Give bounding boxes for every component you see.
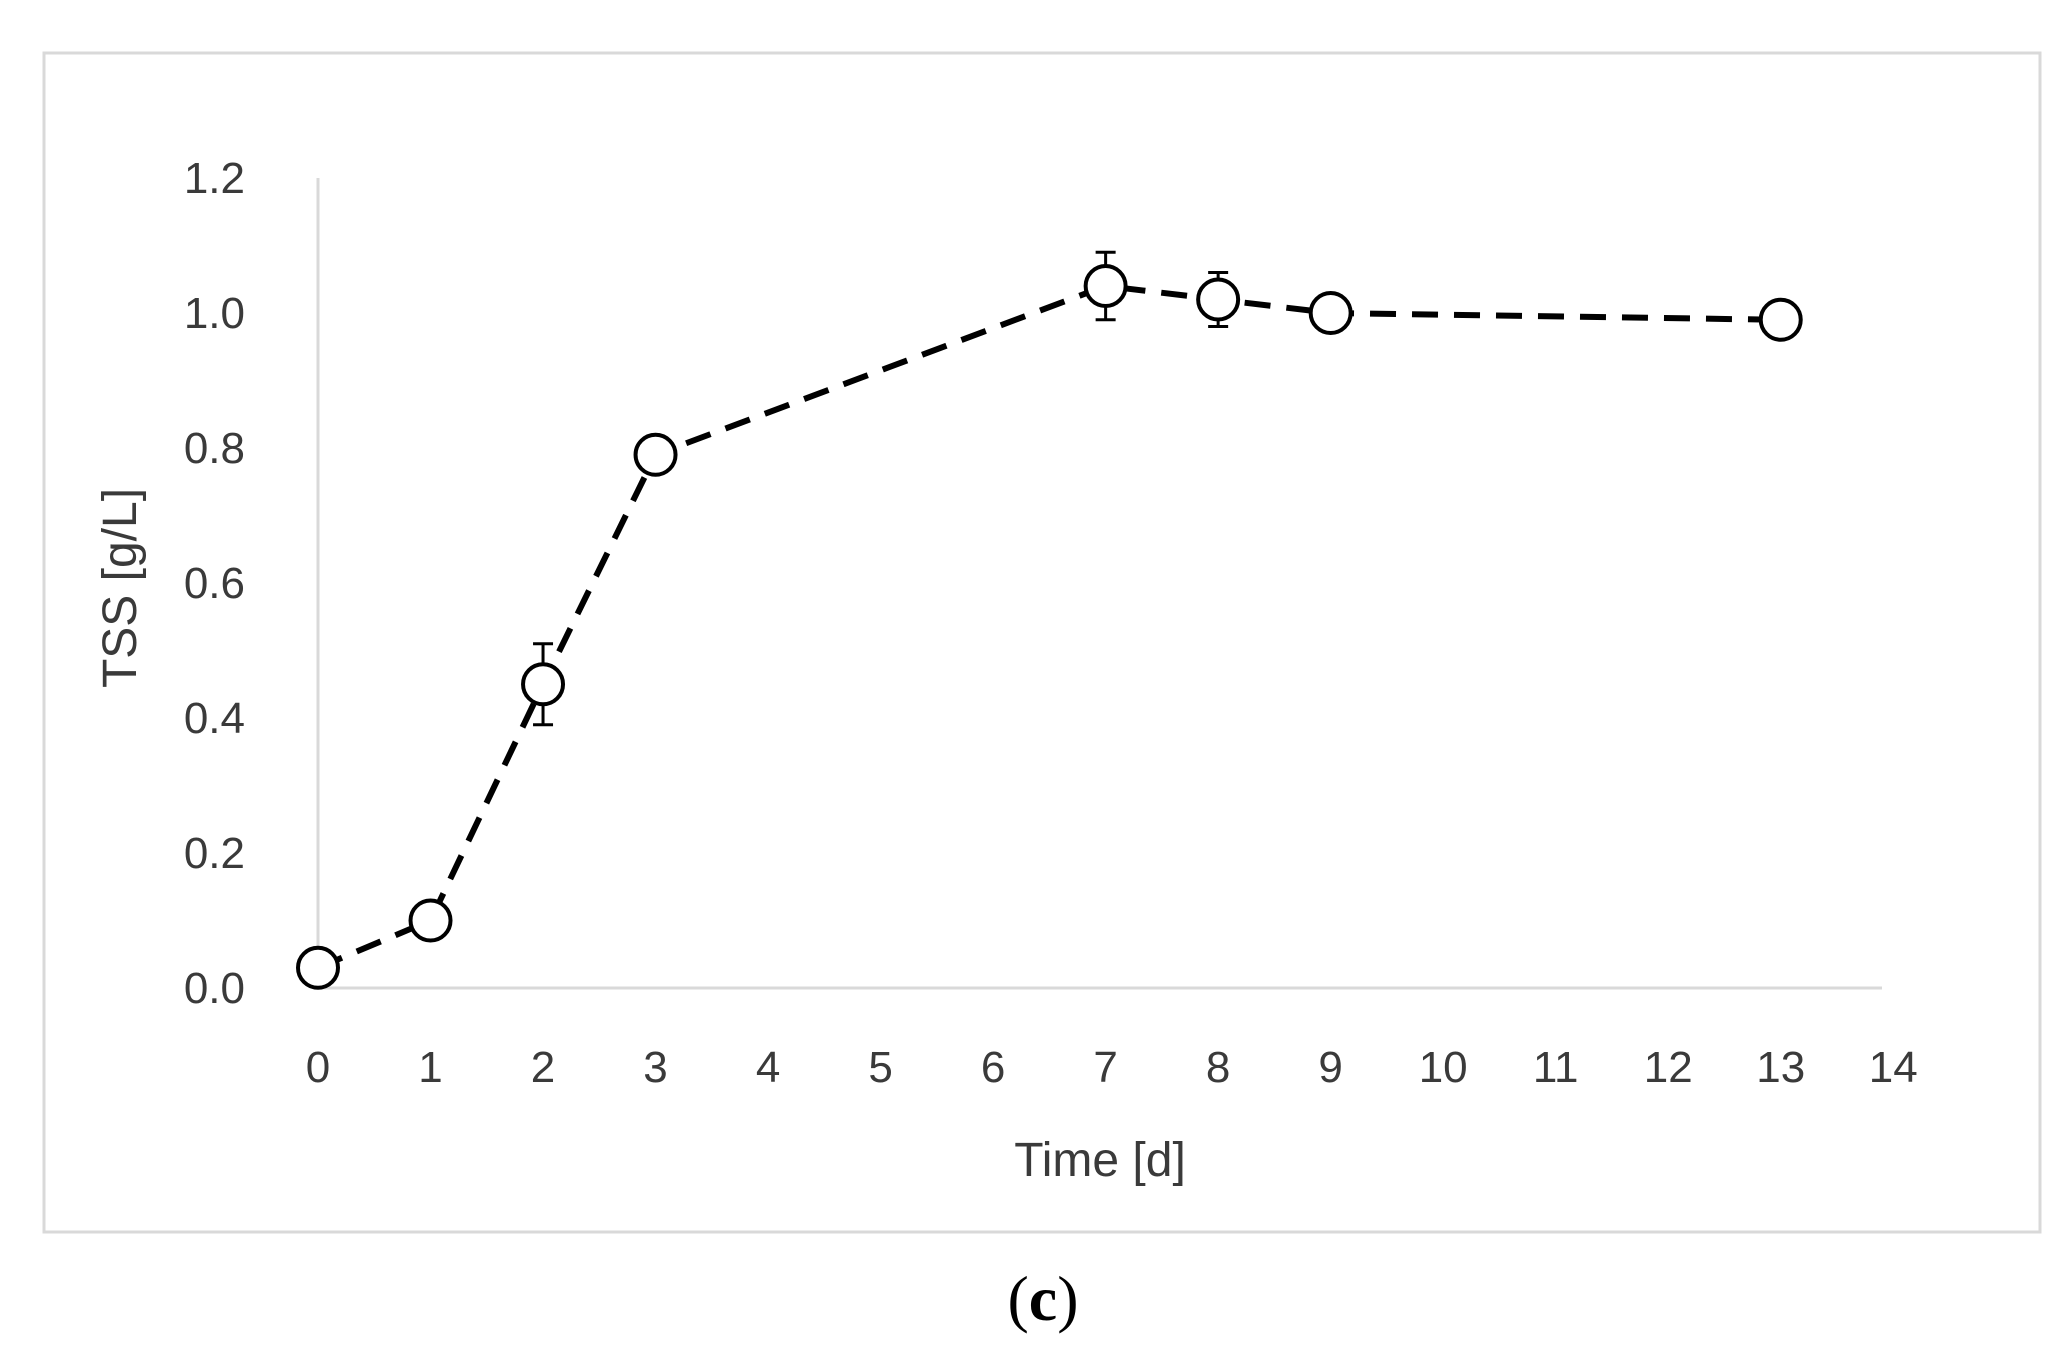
data-point (1308, 291, 1353, 335)
y-tick-label: 0.0 (184, 964, 245, 1013)
data-point (1083, 264, 1128, 308)
x-tick-label: 6 (981, 1043, 1005, 1092)
data-point (633, 432, 678, 477)
x-tick-label: 0 (306, 1043, 330, 1092)
x-tick-label: 3 (643, 1043, 667, 1092)
y-tick-label: 0.6 (184, 559, 245, 608)
data-point (1196, 277, 1241, 322)
y-tick-label: 0.8 (184, 424, 245, 473)
series-layer (296, 250, 1803, 990)
y-tick-labels: 0.0 0.2 0.4 0.6 0.8 1.0 1.2 (184, 154, 245, 1013)
x-tick-label: 9 (1318, 1043, 1342, 1092)
y-axis-title: TSS [g/L] (94, 488, 147, 688)
y-tick-label: 0.4 (184, 694, 245, 743)
y-tick-label: 1.0 (184, 289, 245, 338)
panel-label-letter: c (1029, 1263, 1057, 1334)
panel-label-close: ) (1057, 1263, 1078, 1334)
data-point (296, 945, 340, 990)
y-tick-label: 0.2 (184, 829, 245, 878)
x-tick-label: 8 (1206, 1043, 1230, 1092)
x-tick-labels: 0 1 2 3 4 5 6 7 8 9 10 11 12 13 14 (306, 1043, 1918, 1092)
x-tick-label: 7 (1093, 1043, 1117, 1092)
x-tick-label: 11 (1533, 1043, 1579, 1092)
x-tick-label: 13 (1756, 1043, 1805, 1092)
panel-label: (c) (1007, 1263, 1078, 1334)
data-point (408, 898, 453, 943)
chart-frame (42, 51, 2042, 1234)
data-point (1758, 297, 1803, 342)
x-tick-label: 10 (1419, 1043, 1468, 1092)
axes (316, 178, 1882, 990)
x-axis-title: Time [d] (1014, 1134, 1186, 1187)
y-tick-label: 1.2 (184, 154, 245, 203)
x-tick-label: 4 (756, 1043, 780, 1092)
x-tick-label: 12 (1644, 1043, 1693, 1092)
x-tick-label: 14 (1869, 1043, 1918, 1092)
x-tick-label: 1 (418, 1043, 442, 1092)
x-tick-label: 2 (531, 1043, 555, 1092)
panel-label-open: ( (1007, 1263, 1028, 1334)
x-tick-label: 5 (868, 1043, 892, 1092)
data-point (521, 662, 566, 707)
